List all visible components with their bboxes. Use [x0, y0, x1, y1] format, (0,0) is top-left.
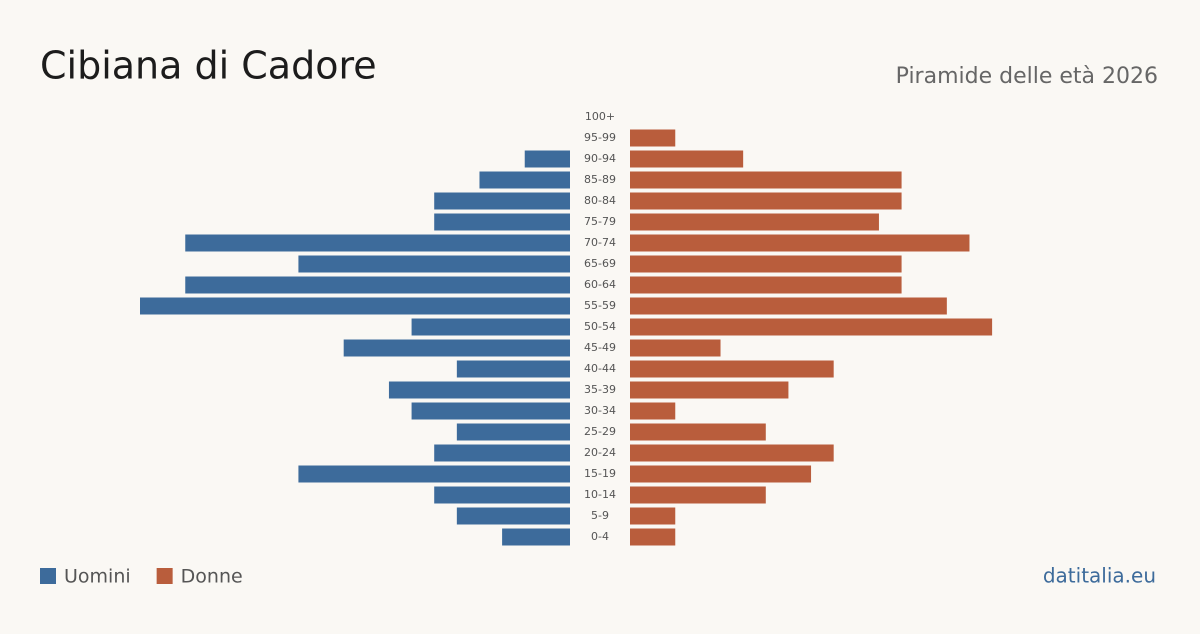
bar: [524, 150, 570, 168]
bar: [434, 192, 570, 210]
chart-subtitle: Piramide delle età 2026: [896, 64, 1158, 89]
bar: [630, 150, 744, 168]
age-label: 50-54: [584, 320, 616, 333]
bar: [630, 444, 834, 462]
bar: [411, 318, 570, 336]
age-label: 5-9: [591, 509, 609, 522]
age-label: 75-79: [584, 215, 616, 228]
legend-label: Donne: [181, 566, 243, 588]
bar: [630, 339, 721, 357]
legend-swatch: [156, 568, 173, 584]
age-label: 35-39: [584, 383, 616, 396]
age-label: 65-69: [584, 257, 616, 270]
bar: [343, 339, 570, 357]
age-label: 10-14: [584, 488, 616, 501]
bar: [630, 213, 879, 231]
bar: [456, 507, 570, 525]
bar: [456, 360, 570, 378]
bar: [298, 255, 570, 273]
legend-label: Uomini: [64, 566, 131, 588]
age-label: 20-24: [584, 446, 616, 459]
age-label: 80-84: [584, 194, 616, 207]
bar: [630, 171, 902, 189]
age-label: 30-34: [584, 404, 616, 417]
bar: [479, 171, 570, 189]
chart-title: Cibiana di Cadore: [40, 44, 377, 88]
bar: [298, 465, 570, 483]
bar: [630, 276, 902, 294]
bar: [630, 528, 676, 546]
bar: [630, 423, 766, 441]
age-label: 95-99: [584, 131, 616, 144]
bar: [630, 129, 676, 147]
age-label: 40-44: [584, 362, 616, 375]
legend-swatch: [40, 568, 56, 584]
bar: [630, 318, 993, 336]
bar: [630, 297, 947, 315]
age-label: 45-49: [584, 341, 616, 354]
age-label: 15-19: [584, 467, 616, 480]
source[interactable]: datitalia.eu: [1043, 564, 1156, 588]
bar: [502, 528, 570, 546]
bar: [411, 402, 570, 420]
bar: [630, 402, 676, 420]
bar: [434, 213, 570, 231]
bar: [630, 381, 789, 399]
bar: [185, 234, 570, 252]
age-label: 90-94: [584, 152, 616, 165]
age-label: 100+: [585, 110, 615, 123]
age-label: 85-89: [584, 173, 616, 186]
age-label: 55-59: [584, 299, 616, 312]
bar: [630, 192, 902, 210]
bar: [456, 423, 570, 441]
age-label: 70-74: [584, 236, 616, 249]
bar: [185, 276, 570, 294]
bar: [630, 465, 812, 483]
bar: [630, 486, 766, 504]
bar: [434, 486, 570, 504]
age-label: 60-64: [584, 278, 616, 291]
age-label: 0-4: [591, 530, 609, 543]
bar: [630, 507, 676, 525]
age-label: 25-29: [584, 425, 616, 438]
bar: [630, 255, 902, 273]
bar: [630, 234, 970, 252]
bar: [434, 444, 570, 462]
bar: [630, 360, 834, 378]
bar: [140, 297, 570, 315]
bar: [388, 381, 570, 399]
